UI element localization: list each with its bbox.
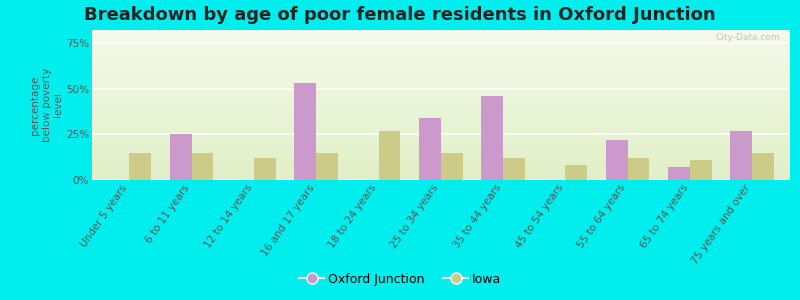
Bar — [690, 160, 712, 180]
Bar — [130, 153, 151, 180]
Bar — [294, 83, 316, 180]
Bar — [378, 130, 400, 180]
Text: Breakdown by age of poor female residents in Oxford Junction: Breakdown by age of poor female resident… — [84, 6, 716, 24]
Bar — [628, 158, 650, 180]
Bar — [606, 140, 628, 180]
Bar — [668, 167, 690, 180]
Y-axis label: percentage
below poverty
level: percentage below poverty level — [30, 68, 63, 142]
Bar — [730, 130, 752, 180]
Bar — [316, 153, 338, 180]
Legend: Oxford Junction, Iowa: Oxford Junction, Iowa — [294, 268, 506, 291]
Bar — [441, 153, 462, 180]
Bar — [752, 153, 774, 180]
Bar — [170, 134, 192, 180]
Bar — [503, 158, 525, 180]
Bar — [192, 153, 214, 180]
Bar — [254, 158, 276, 180]
Bar — [482, 96, 503, 180]
Text: City-Data.com: City-Data.com — [715, 33, 780, 42]
Bar — [419, 118, 441, 180]
Bar — [566, 165, 587, 180]
